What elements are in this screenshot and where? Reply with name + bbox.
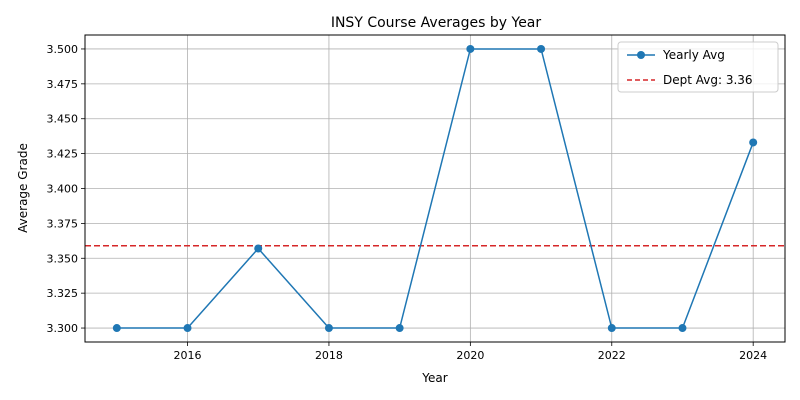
x-tick-label: 2018 xyxy=(315,349,343,362)
y-tick-label: 3.300 xyxy=(47,322,79,335)
data-point xyxy=(537,44,546,53)
y-tick-label: 3.350 xyxy=(47,252,79,265)
data-point xyxy=(607,324,616,333)
data-point xyxy=(749,138,758,147)
legend-label-dept-avg: Dept Avg: 3.36 xyxy=(663,73,753,87)
y-tick-label: 3.475 xyxy=(47,78,79,91)
chart-title: INSY Course Averages by Year xyxy=(331,15,542,31)
legend-box xyxy=(617,41,779,93)
x-axis-title: Year xyxy=(421,371,447,385)
legend-marker-yearly-avg xyxy=(637,51,645,59)
y-tick-label: 3.500 xyxy=(47,43,79,56)
data-point xyxy=(183,324,192,333)
series-layer xyxy=(112,44,758,333)
y-tick-label: 3.425 xyxy=(47,148,79,161)
x-tick-label: 2020 xyxy=(456,349,484,362)
y-tick-label: 3.375 xyxy=(47,217,79,230)
series-line-yearly-avg xyxy=(116,48,754,329)
x-tick-label: 2016 xyxy=(174,349,202,362)
data-point xyxy=(324,324,333,333)
y-tick-label: 3.450 xyxy=(47,113,79,126)
data-point xyxy=(112,324,121,333)
tick-layer: 2016 2018 2020 2022 2024 3.300 3.325 3.350 3.375… xyxy=(47,43,768,362)
x-tick-label: 2022 xyxy=(598,349,626,362)
legend-label-yearly-avg: Yearly Avg xyxy=(662,48,725,62)
data-point xyxy=(466,44,475,53)
x-tick-label: 2024 xyxy=(739,349,767,362)
data-point xyxy=(254,244,263,253)
y-tick-label: 3.400 xyxy=(47,183,79,196)
data-point xyxy=(395,324,404,333)
y-tick-label: 3.325 xyxy=(47,287,79,300)
legend: Yearly Avg Dept Avg: 3.36 xyxy=(617,41,779,93)
data-point xyxy=(678,324,687,333)
y-axis-title: Average Grade xyxy=(16,143,30,233)
